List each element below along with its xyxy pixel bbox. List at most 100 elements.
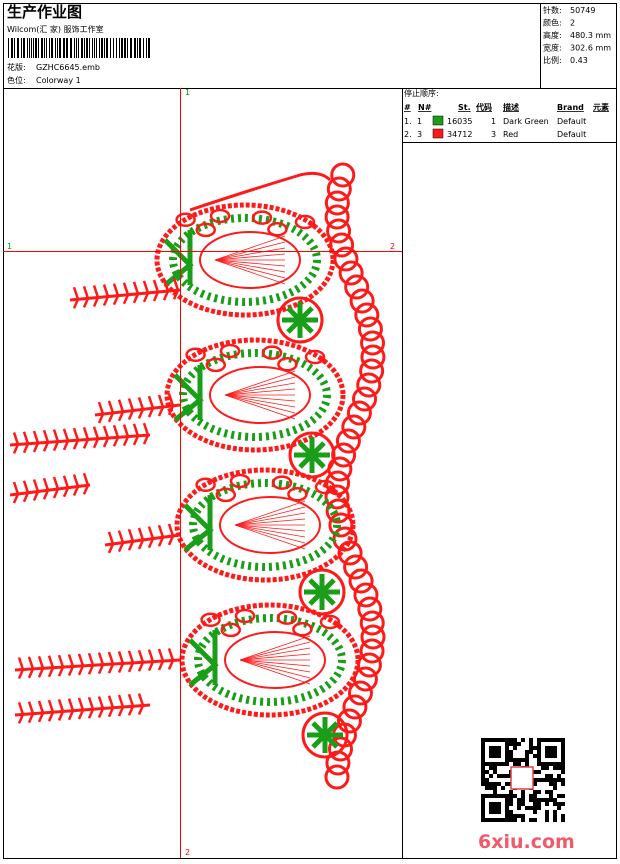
info-label: 高度: — [543, 30, 562, 40]
motif-inner — [209, 366, 311, 424]
qr-module — [561, 758, 565, 762]
row-brand: Default — [557, 117, 586, 126]
motif-outer — [179, 602, 361, 718]
qr-module — [481, 806, 485, 810]
bar-stripe — [21, 38, 22, 58]
qr-module — [557, 802, 561, 806]
qr-module — [493, 738, 497, 742]
bar-stripe — [84, 38, 85, 58]
leaf — [102, 296, 110, 307]
qr-module — [493, 818, 497, 822]
qr-module — [537, 758, 541, 762]
qr-module — [553, 738, 557, 742]
leaf — [67, 654, 75, 667]
leaf — [127, 410, 135, 421]
petal — [271, 475, 293, 490]
column-header: 元素 — [593, 102, 609, 112]
leaf — [72, 298, 80, 309]
row-needle: 3 — [417, 130, 422, 139]
bar-stripe — [121, 38, 123, 58]
petal — [175, 212, 196, 228]
qr-module — [489, 782, 493, 786]
leaf — [97, 652, 105, 666]
leaf — [122, 294, 130, 305]
qr-module — [509, 794, 513, 798]
leaf — [52, 488, 60, 499]
scallop — [354, 302, 380, 328]
leaf — [67, 710, 75, 721]
bar-stripe — [49, 38, 50, 58]
leaf — [52, 429, 60, 442]
qr-module — [493, 810, 497, 814]
scallop — [353, 582, 379, 608]
qr-module — [489, 762, 493, 766]
watermark: 6xiu.com — [478, 831, 575, 853]
leaf — [112, 295, 120, 306]
qr-module — [557, 806, 561, 810]
qr-module — [541, 762, 545, 766]
leaf — [47, 711, 55, 722]
qr-module — [549, 790, 553, 794]
qr-module — [497, 754, 501, 758]
embroidery-design — [9, 162, 386, 790]
qr-module — [489, 818, 493, 822]
bar-stripe — [46, 38, 47, 58]
leaf — [17, 657, 25, 670]
row-stitches: 34712 — [447, 130, 472, 139]
info-value: 480.3 mm — [570, 31, 611, 40]
qr-module — [517, 802, 521, 806]
qr-module — [489, 750, 493, 754]
column-header: Brand — [557, 103, 584, 112]
qr-module — [489, 794, 493, 798]
bar-stripe — [44, 38, 45, 58]
leaf — [12, 493, 20, 504]
scallop — [336, 708, 362, 734]
leaf — [132, 435, 140, 446]
small-motif-rim — [298, 568, 346, 616]
barcode — [8, 38, 150, 58]
qr-module — [505, 802, 509, 806]
petal — [276, 610, 298, 625]
qr-module — [481, 758, 485, 762]
qr-module — [561, 814, 565, 818]
qr-module — [533, 806, 537, 810]
leaf — [92, 426, 100, 440]
petal — [195, 477, 216, 493]
qr-module — [517, 742, 521, 746]
leaf — [32, 490, 40, 502]
leaf — [92, 296, 100, 307]
small-motif — [282, 302, 318, 338]
qr-module — [485, 778, 489, 782]
leaf — [117, 706, 125, 717]
marker-bottom: 2 — [185, 848, 190, 857]
qr-module — [497, 810, 501, 814]
qr-module — [505, 750, 509, 754]
qr-module — [505, 798, 509, 802]
qr-module — [481, 770, 485, 774]
bar-stripe — [124, 38, 126, 58]
qr-module — [493, 770, 497, 774]
leaf — [142, 434, 150, 445]
leaf — [62, 475, 70, 489]
qr-module — [481, 818, 485, 822]
qr-module — [561, 802, 565, 806]
qr-module — [549, 774, 553, 778]
leaf — [107, 663, 115, 674]
info-box: 针数: 50749 颜色: 2 高度: 480.3 mm 宽度: 302.6 mm 比例: 0.4… — [543, 5, 611, 65]
bar-stripe — [55, 38, 56, 58]
qr-module — [549, 778, 553, 782]
qr-module — [561, 746, 565, 750]
qr-module — [521, 798, 525, 802]
stop-table: # N# St. 代码 描述 Brand 元素 1. 1 16035 1 Dark Green Defa… — [404, 102, 609, 139]
qr-module — [481, 814, 485, 818]
leaf — [102, 425, 110, 439]
qr-module — [481, 794, 485, 798]
qr-module — [525, 806, 529, 810]
column-header: N# — [418, 103, 432, 112]
leaf — [77, 665, 85, 676]
bar-stripe — [92, 38, 93, 58]
qr-module — [533, 802, 537, 806]
leaf — [82, 285, 90, 299]
row-index: 2. — [404, 130, 412, 139]
qr-module — [493, 750, 497, 754]
